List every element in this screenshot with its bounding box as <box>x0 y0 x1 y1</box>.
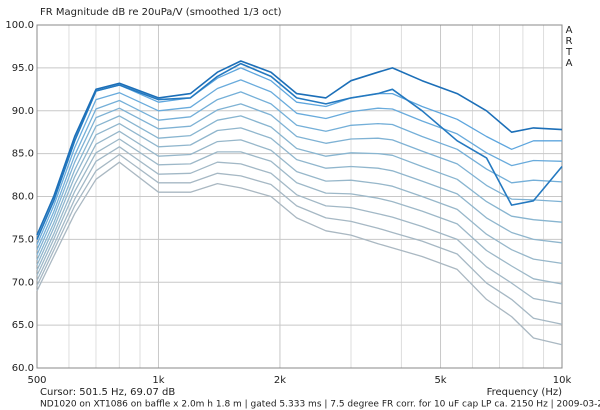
y-tick-label: 80.0 <box>12 192 34 203</box>
series-line <box>36 161 563 346</box>
series-line <box>36 103 563 256</box>
y-tick-label: 100.0 <box>5 20 34 31</box>
y-tick-label: 90.0 <box>12 106 34 117</box>
y-tick-label: 85.0 <box>12 149 34 160</box>
series-line <box>36 130 563 271</box>
watermark-letter: R <box>566 36 573 47</box>
series-line <box>36 146 563 305</box>
footer: ND1020 on XT1086 on baffle x 2.0m h 1.8 … <box>40 400 600 410</box>
series-line <box>36 138 563 285</box>
series-line <box>36 79 563 245</box>
series-line <box>36 122 563 266</box>
watermark-letter: A <box>566 25 573 36</box>
series-line <box>36 91 563 250</box>
series-line <box>36 60 563 236</box>
x-axis-label: Frequency (Hz) <box>487 387 563 398</box>
x-tick-label: 5k <box>434 375 446 386</box>
x-tick-label: 1k <box>152 375 164 386</box>
series-line <box>36 62 563 240</box>
x-tick-label: 500 <box>27 375 46 386</box>
plot-area <box>36 24 563 369</box>
y-tick-label: 95.0 <box>12 63 34 74</box>
y-tick-label: 65.0 <box>12 320 34 331</box>
x-tick-label: 10k <box>553 375 572 386</box>
cursor-text: Cursor: 501.5 Hz, 69.07 dB <box>40 387 175 398</box>
x-tick-label: 2k <box>274 375 286 386</box>
y-tick-label: 75.0 <box>12 234 34 245</box>
y-tick-label: 60.0 <box>12 363 34 374</box>
watermark-letter: T <box>565 47 573 58</box>
y-tick-label: 70.0 <box>12 277 34 288</box>
series-line <box>36 115 563 261</box>
watermark-letter: A <box>566 58 573 69</box>
series-line <box>36 153 563 325</box>
chart-title: FR Magnitude dB re 20uPa/V (smoothed 1/3… <box>40 7 282 18</box>
